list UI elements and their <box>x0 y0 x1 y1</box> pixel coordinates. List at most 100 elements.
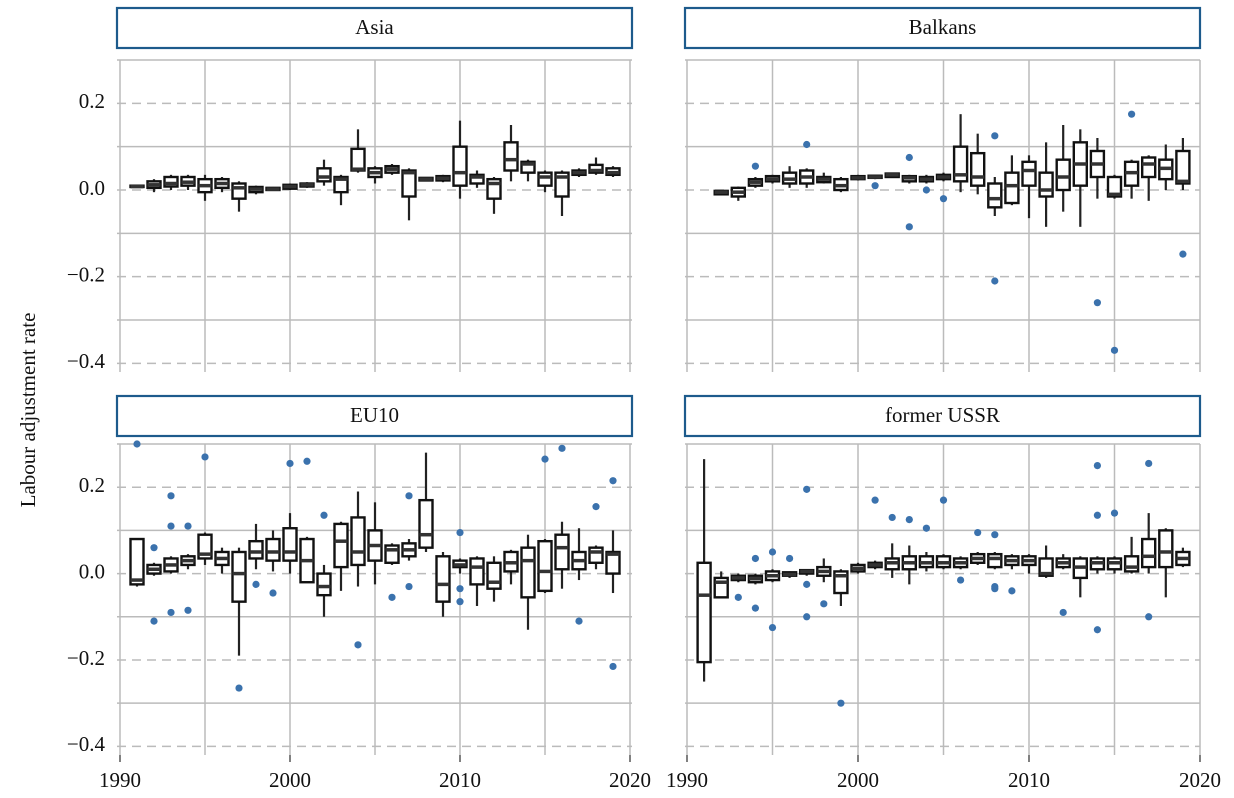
outlier <box>871 182 879 190</box>
box <box>554 533 570 571</box>
outlier <box>905 223 913 231</box>
box <box>987 552 1003 569</box>
box <box>605 550 621 575</box>
y-tick-label: 0.0 <box>79 176 105 200</box>
strip <box>115 394 634 438</box>
box <box>316 572 332 597</box>
box <box>1106 175 1123 198</box>
outlier <box>405 492 413 500</box>
strip-title: EU10 <box>350 403 399 427</box>
outlier <box>803 140 811 149</box>
outlier <box>150 617 158 625</box>
box <box>1123 555 1140 573</box>
outlier <box>803 580 811 588</box>
x-tick-label: 2020 <box>1179 768 1221 792</box>
x-tick-label: 1990 <box>666 768 708 792</box>
outlier <box>201 453 209 461</box>
outlier <box>167 492 175 500</box>
outlier <box>1093 299 1101 307</box>
box <box>282 527 298 562</box>
outlier <box>939 496 948 504</box>
outlier <box>167 522 175 530</box>
outlier <box>133 440 141 448</box>
box <box>520 160 536 174</box>
box <box>537 539 553 593</box>
outlier <box>1110 346 1119 354</box>
outlier <box>974 528 982 537</box>
box <box>350 147 366 172</box>
outlier <box>167 608 175 617</box>
outlier <box>803 613 811 621</box>
box <box>1038 557 1054 577</box>
outlier <box>768 548 777 556</box>
outlier <box>768 623 777 632</box>
y-tick-label: −0.4 <box>67 349 106 373</box>
box <box>952 145 969 183</box>
outlier <box>286 459 294 468</box>
outlier <box>991 277 999 285</box>
box <box>452 145 468 187</box>
outlier <box>1145 613 1153 621</box>
y-tick-label: 0.0 <box>79 559 105 583</box>
outlier <box>1093 626 1101 634</box>
box <box>1055 158 1071 192</box>
outlier <box>1093 461 1101 470</box>
outlier <box>388 593 396 601</box>
outlier <box>456 528 464 537</box>
outlier <box>871 496 879 504</box>
outlier <box>592 503 600 511</box>
box <box>350 516 366 567</box>
box <box>537 171 553 187</box>
outlier <box>609 662 617 671</box>
outlier <box>354 641 362 649</box>
outlier <box>905 515 913 524</box>
outlier <box>820 600 828 608</box>
outlier <box>786 554 794 563</box>
outlier <box>235 684 243 692</box>
outlier <box>269 589 277 597</box>
box <box>1140 156 1157 179</box>
outlier <box>1179 250 1187 258</box>
box <box>1140 537 1157 569</box>
outlier <box>320 511 328 519</box>
strip-title: Balkans <box>909 15 977 39</box>
outlier <box>1093 511 1101 519</box>
box <box>265 537 281 562</box>
outlier <box>609 477 617 485</box>
x-tick-label: 2000 <box>269 768 311 792</box>
box <box>231 182 247 200</box>
outlier <box>456 598 464 606</box>
outlier <box>939 195 948 203</box>
box <box>970 151 986 187</box>
box <box>469 557 485 586</box>
x-tick-label: 2000 <box>837 768 879 792</box>
outlier <box>803 485 811 493</box>
outlier <box>751 162 760 170</box>
y-axis-label: Labour adjustment rate <box>16 313 40 508</box>
outlier <box>558 444 566 452</box>
outlier <box>184 522 192 530</box>
outlier <box>1110 509 1119 517</box>
strip <box>683 394 1202 438</box>
box <box>503 141 519 172</box>
outlier <box>991 531 999 539</box>
outlier <box>751 604 760 612</box>
y-tick-label: −0.2 <box>67 646 105 670</box>
box <box>129 537 145 586</box>
outlier <box>575 617 583 625</box>
y-tick-label: 0.2 <box>79 473 105 497</box>
outlier <box>1145 459 1153 468</box>
outlier <box>837 699 845 707</box>
outlier <box>957 576 965 584</box>
box <box>696 561 712 664</box>
x-tick-label: 2020 <box>609 768 651 792</box>
y-tick-label: −0.4 <box>67 732 106 756</box>
box <box>486 561 502 590</box>
outlier <box>541 455 549 463</box>
box <box>520 546 536 599</box>
box <box>435 555 451 603</box>
outlier <box>751 554 760 563</box>
box <box>987 182 1003 209</box>
strip <box>683 6 1202 50</box>
